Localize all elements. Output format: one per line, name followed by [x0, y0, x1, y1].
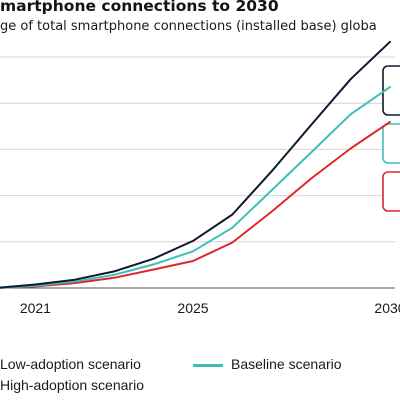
x-axis-ticks: 2021 2025 2030: [20, 300, 400, 316]
legend-label-low: Low-adoption scenario: [0, 356, 141, 372]
chart-title: martphone connections to 2030: [0, 0, 279, 15]
series-line-baseline: [0, 86, 391, 289]
series-line-low-adoption: [0, 120, 391, 289]
callout-box-baseline: [382, 123, 400, 164]
callout-box-high-adoption: [382, 65, 400, 116]
gridlines: [0, 56, 395, 289]
x-tick-label-2021: 2021: [20, 300, 51, 316]
line-chart: 2021 2025 2030: [0, 40, 400, 316]
chart-subtitle: ge of total smartphone connections (inst…: [0, 19, 377, 34]
legend-label-baseline: Baseline scenario: [231, 356, 342, 372]
x-tick-label-2030: 2030: [374, 300, 400, 316]
series-line-high-adoption: [0, 40, 391, 289]
legend-item-high: High-adoption scenario: [0, 377, 144, 393]
legend-swatch-baseline: [193, 364, 223, 367]
x-tick-label-2025: 2025: [177, 300, 208, 316]
legend-item-baseline: Baseline scenario: [193, 356, 342, 372]
legend-label-high: High-adoption scenario: [0, 377, 144, 393]
series-lines: [0, 40, 391, 289]
end-callout-boxes: [382, 65, 400, 212]
callout-box-low-adoption: [382, 171, 400, 212]
legend-item-low: Low-adoption scenario: [0, 356, 141, 372]
